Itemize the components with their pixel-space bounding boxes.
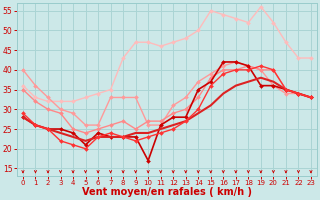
X-axis label: Vent moyen/en rafales ( km/h ): Vent moyen/en rafales ( km/h )	[82, 187, 252, 197]
